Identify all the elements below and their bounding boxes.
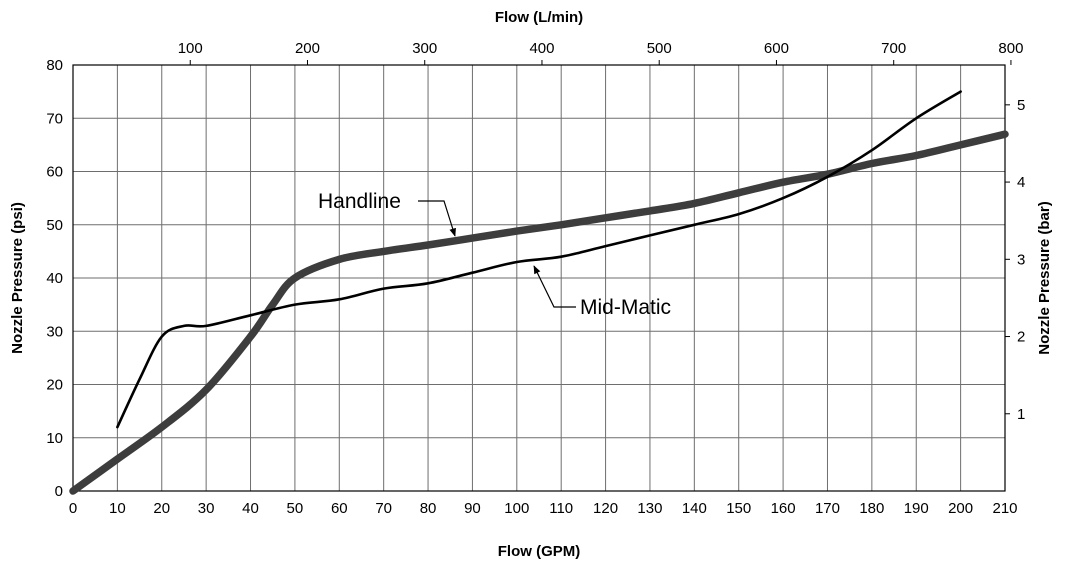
x-tick-label: 120 [593, 500, 618, 517]
x-tick-label: 160 [771, 500, 796, 517]
x-tick-label: 30 [198, 500, 215, 517]
x-tick-label: 50 [287, 500, 304, 517]
y-tick-label: 70 [46, 110, 63, 127]
right-tick-label: 1 [1017, 406, 1025, 423]
top-tick-label: 100 [178, 40, 203, 57]
mid-matic-annotation-arrow [533, 265, 576, 308]
handline-annotation-label: Handline [318, 190, 401, 213]
tick-labels: 0 10 20 30 40 50 60 70 80 90 100 110 120 130 140 150 160… [46, 40, 1025, 517]
y-tick-label: 20 [46, 377, 63, 394]
x-tick-label: 10 [109, 500, 126, 517]
x-tick-label: 60 [331, 500, 348, 517]
y-tick-label: 10 [46, 430, 63, 447]
right-tick-label: 5 [1017, 97, 1025, 114]
y-tick-label: 50 [46, 217, 63, 234]
grid-lines [73, 65, 1005, 491]
top-tick-label: 800 [998, 40, 1023, 57]
x-tick-label: 180 [859, 500, 884, 517]
top-tick-label: 500 [647, 40, 672, 57]
top-tick-label: 200 [295, 40, 320, 57]
x-tick-label: 80 [420, 500, 437, 517]
x-axis-title-top: Flow (L/min) [495, 9, 583, 26]
annotations: Handline Mid-Matic [318, 190, 671, 319]
y-axis-title-left: Nozzle Pressure (psi) [9, 202, 26, 354]
y-tick-label: 60 [46, 164, 63, 181]
x-tick-label: 200 [948, 500, 973, 517]
x-axis-title-bottom: Flow (GPM) [498, 543, 581, 560]
x-tick-label: 0 [69, 500, 77, 517]
right-tick-label: 2 [1017, 329, 1025, 346]
mid-matic-line [116, 90, 962, 429]
x-tick-label: 20 [153, 500, 170, 517]
plot-frame [72, 64, 1006, 492]
x-tick-label: 40 [242, 500, 259, 517]
x-tick-label: 170 [815, 500, 840, 517]
y-tick-label: 40 [46, 270, 63, 287]
top-tick-label: 300 [412, 40, 437, 57]
x-tick-label: 150 [726, 500, 751, 517]
x-tick-label: 70 [375, 500, 392, 517]
y-tick-label: 80 [46, 57, 63, 74]
x-tick-label: 140 [682, 500, 707, 517]
top-tick-label: 400 [529, 40, 554, 57]
y-tick-label: 30 [46, 323, 63, 340]
right-tick-label: 4 [1017, 174, 1025, 191]
x-tick-label: 90 [464, 500, 481, 517]
y-axis-title-right: Nozzle Pressure (bar) [1036, 201, 1053, 354]
x-tick-label: 100 [504, 500, 529, 517]
right-tick-label: 3 [1017, 251, 1025, 268]
top-tick-label: 700 [881, 40, 906, 57]
x-tick-label: 110 [549, 500, 573, 517]
handline-annotation-arrow [418, 200, 456, 237]
x-tick-label: 130 [637, 500, 662, 517]
series-lines [69, 90, 1009, 495]
mid-matic-annotation-label: Mid-Matic [580, 296, 671, 319]
top-tick-label: 600 [764, 40, 789, 57]
x-tick-label: 190 [904, 500, 929, 517]
x-tick-label: 210 [992, 500, 1017, 517]
y-tick-label: 0 [55, 483, 63, 500]
